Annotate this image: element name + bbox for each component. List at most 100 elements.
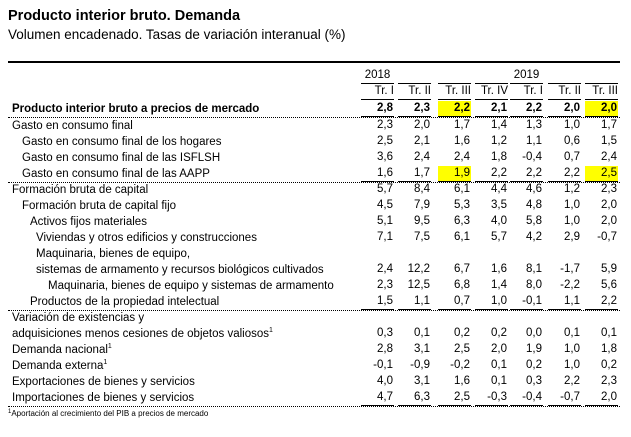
value-cell: -0,4	[510, 390, 543, 406]
row-label: Activos fijos materiales	[30, 214, 147, 230]
value-cell: 3,1	[398, 342, 431, 357]
value: 12,2	[407, 263, 430, 275]
dotted-separator	[8, 406, 620, 407]
table-row: Demanda nacional1 2,8 3,1 2,5 2,0 1,9 1,0 1,8	[0, 342, 631, 358]
page-subtitle: Volumen encadenado. Tasas de variación i…	[8, 27, 346, 42]
value-cell: 1,0	[475, 294, 508, 310]
value: 1,0	[564, 119, 580, 131]
value: 2,2	[526, 167, 542, 179]
value: 2,8	[377, 343, 393, 355]
value: 1,0	[564, 199, 580, 211]
value: 4,6	[526, 183, 542, 195]
value-cell: 5,7	[475, 230, 508, 245]
value-cell: 2,2	[548, 166, 581, 182]
value-cell: 2,2	[510, 166, 543, 182]
value: -0,4	[522, 151, 542, 163]
row-label-text: adquisiciones menos cesiones de objetos …	[12, 328, 269, 340]
value: -1,7	[560, 263, 580, 275]
value-cell: -0,7	[548, 390, 581, 406]
dotted-separator	[8, 182, 620, 183]
value: 9,5	[414, 215, 430, 227]
table-row: Viviendas y otros edificios y construcci…	[0, 230, 631, 246]
value-cell: 1,4	[475, 118, 508, 133]
value-cell: 0,7	[548, 150, 581, 165]
value-cell: 7,1	[361, 230, 394, 245]
value-cell: 2,1	[398, 134, 431, 149]
value: -0,1	[373, 359, 393, 371]
value-cell: 2,0	[585, 101, 618, 117]
table-row: Gasto en consumo final 2,3 2,0 1,7 1,4 1,3 1,0…	[0, 118, 631, 134]
year-header	[548, 68, 581, 84]
value-cell: 4,8	[510, 198, 543, 213]
value: 2,4	[454, 151, 470, 163]
value: 0,7	[454, 295, 470, 307]
row-label: Maquinaria, bienes de equipo,	[36, 246, 190, 262]
table-row: Exportaciones de bienes y servicios 4,0 3,…	[0, 374, 631, 390]
value: 6,7	[454, 263, 470, 275]
value: 1,4	[491, 119, 507, 131]
row-label-text: Demanda externa	[12, 360, 104, 372]
row-label: Gasto en consumo final	[12, 118, 133, 134]
value-cell: -0,9	[398, 358, 431, 373]
value-cell: 2,9	[548, 230, 581, 245]
row-label-text: Maquinaria, bienes de equipo y sistemas …	[48, 280, 334, 292]
value: 0,3	[526, 375, 542, 387]
value: 5,3	[454, 199, 470, 211]
row-label-text: Formación bruta de capital fijo	[22, 200, 177, 212]
value-cell: 7,5	[398, 230, 431, 245]
value: 0,3	[377, 327, 393, 339]
table-row: Demanda externa1 -0,1 -0,9 -0,2 0,1 0,2 1,0 0,2	[0, 358, 631, 374]
table-row: adquisiciones menos cesiones de objetos …	[0, 326, 631, 342]
value: 0,2	[491, 327, 507, 339]
row-label: Formación bruta de capital	[12, 182, 148, 198]
value-cell: 3,5	[475, 198, 508, 213]
value: 2,0	[601, 215, 617, 227]
value-cell: 8,0	[510, 278, 543, 293]
value-cell: 5,3	[438, 198, 471, 213]
value: 0,2	[454, 327, 470, 339]
value: 1,4	[491, 279, 507, 291]
table-row: Maquinaria, bienes de equipo,	[0, 246, 631, 262]
value-cell: 12,2	[398, 262, 431, 277]
row-label: Gasto en consumo final de los hogares	[22, 134, 221, 150]
value: 2,5	[601, 167, 617, 179]
value-cell: -0,1	[510, 294, 543, 310]
value-cell: 2,4	[585, 150, 618, 165]
value: -2,2	[560, 279, 580, 291]
value-cell: 2,0	[585, 390, 618, 406]
value-cell: 1,6	[361, 166, 394, 182]
value-cell: 2,4	[361, 262, 394, 277]
value-cell: 0,0	[510, 326, 543, 341]
value-cell: 6,7	[438, 262, 471, 277]
value: 4,5	[377, 199, 393, 211]
value-cell: 5,9	[585, 262, 618, 277]
value: 2,2	[564, 167, 580, 179]
row-label-text: Importaciones de bienes y servicios	[12, 392, 195, 404]
value-cell: 1,1	[510, 134, 543, 149]
value-cell: 6,1	[438, 182, 471, 197]
value: 1,0	[564, 359, 580, 371]
value-cell: 1,6	[475, 262, 508, 277]
value-cell: 4,0	[475, 214, 508, 229]
value: 7,5	[414, 231, 430, 243]
value-cell: 6,1	[438, 230, 471, 245]
value-cell: 2,2	[510, 101, 543, 117]
dotted-separator	[8, 117, 620, 118]
value: 0,7	[564, 151, 580, 163]
value: 1,2	[564, 183, 580, 195]
value-cell: 1,5	[585, 134, 618, 149]
value-cell: 2,8	[361, 342, 394, 357]
row-label: Productos de la propiedad intelectual	[30, 294, 219, 310]
table-row: Variación de existencias y	[0, 310, 631, 326]
value: 2,4	[377, 263, 393, 275]
row-label-text: Gasto en consumo final de las AAPP	[22, 168, 210, 180]
value: 6,3	[454, 215, 470, 227]
value: -0,2	[450, 359, 470, 371]
table-row: Importaciones de bienes y servicios 4,7 6,…	[0, 390, 631, 406]
value: 12,5	[407, 279, 430, 291]
value-cell: 1,7	[438, 118, 471, 133]
value-cell: 8,4	[398, 182, 431, 197]
table-row: sistemas de armamento y recursos biológi…	[0, 262, 631, 278]
value: 1,6	[491, 263, 507, 275]
value: 2,3	[377, 279, 393, 291]
